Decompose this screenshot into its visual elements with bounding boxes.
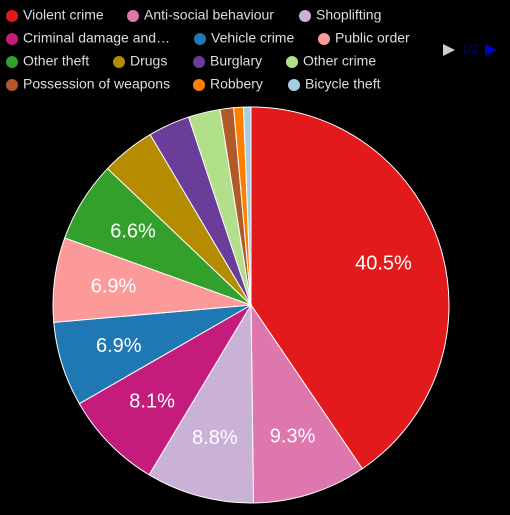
data-label: 6.9% [96,335,142,357]
legend-marker [318,33,330,45]
legend-marker [6,33,18,45]
legend-marker [194,33,206,45]
legend-label: Violent crime [23,7,104,23]
legend-marker [288,79,300,91]
legend-label: Criminal damage and… [23,30,170,46]
legend-marker [193,56,205,68]
data-label: 8.1% [129,390,175,412]
legend-marker [6,79,18,91]
legend-marker [113,56,125,68]
legend-label: Burglary [210,53,262,69]
pie-slice [243,106,252,306]
data-label: 9.3% [270,425,316,447]
legend-label: Bicycle theft [305,76,381,92]
legend-page: 1/2 [462,42,479,56]
legend-label: Public order [335,30,410,46]
legend-label: Possession of weapons [23,76,170,92]
pie-slice [78,303,253,476]
pie-slice [250,106,450,470]
legend-label: Other crime [303,53,376,69]
legend-marker [286,56,298,68]
legend-next[interactable] [485,44,497,56]
legend-marker [299,10,311,22]
pie-slice [250,303,363,504]
data-label: 40.5% [355,253,412,275]
legend-marker [193,79,205,91]
legend-label: Robbery [210,76,263,92]
data-label: 6.6% [110,220,156,242]
legend-marker [6,56,18,68]
pie-slice [148,303,254,504]
legend-marker [127,10,139,22]
legend-label: Vehicle crime [211,30,294,46]
legend-prev[interactable] [443,44,455,56]
data-label: 8.8% [192,427,238,449]
data-label: 6.9% [91,275,137,297]
legend-label: Other theft [23,53,89,69]
legend-label: Drugs [130,53,167,69]
legend-marker [6,10,18,22]
legend-label: Shoplifting [316,7,381,23]
legend-label: Anti-social behaviour [144,7,274,23]
